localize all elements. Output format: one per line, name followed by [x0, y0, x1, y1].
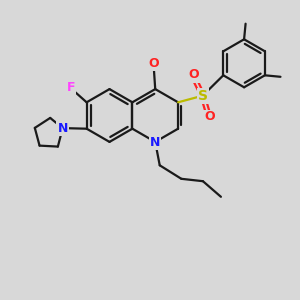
Text: S: S [198, 89, 208, 103]
Text: O: O [204, 110, 215, 124]
Text: N: N [57, 122, 68, 135]
Text: O: O [148, 57, 159, 70]
Text: O: O [188, 68, 199, 82]
Text: N: N [150, 136, 160, 149]
Text: F: F [67, 81, 75, 94]
